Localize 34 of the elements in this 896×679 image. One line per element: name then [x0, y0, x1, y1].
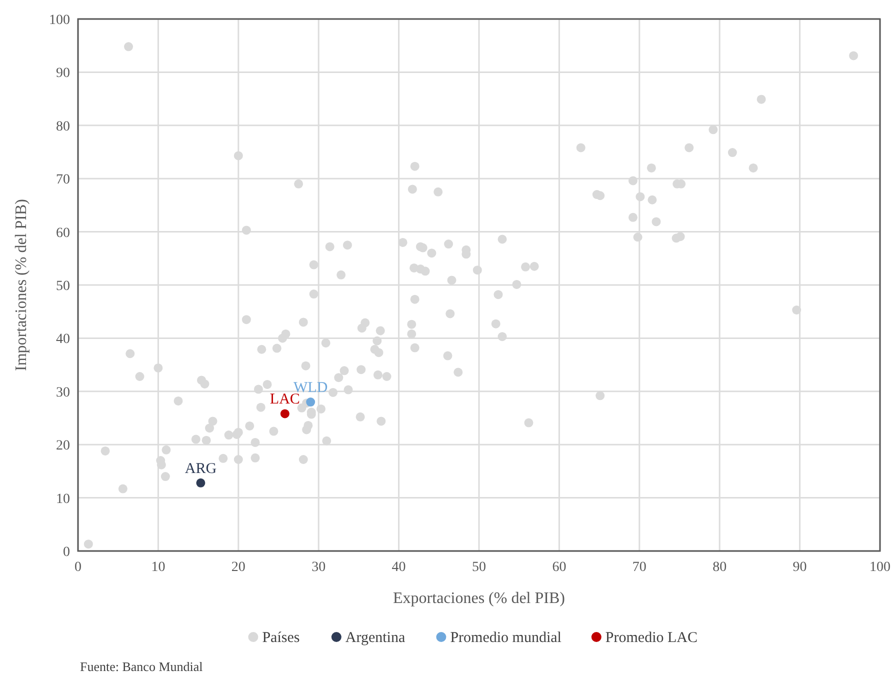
y-tick-label: 50 [56, 279, 70, 294]
y-tick-label: 100 [49, 13, 70, 28]
y-tick-label: 60 [56, 226, 70, 241]
x-tick-label: 70 [632, 560, 646, 575]
point [306, 398, 316, 407]
source-note: Fuente: Banco Mundial [80, 659, 204, 674]
legend-label: Argentina [345, 630, 406, 646]
x-tick-label: 100 [870, 560, 890, 575]
y-tick-label: 30 [56, 385, 70, 400]
y-tick-label: 20 [56, 438, 70, 454]
y-axis-title: Importaciones (% del PIB) [13, 199, 30, 371]
x-tick-label: 40 [392, 560, 406, 575]
y-tick-label: 80 [56, 119, 70, 134]
y-tick-label: 10 [56, 492, 70, 507]
y-tick-label: 90 [56, 66, 70, 82]
legend-label: Países [262, 630, 300, 646]
x-tick-label: 50 [472, 560, 486, 575]
legend-label: Promedio mundial [450, 630, 562, 646]
y-tick-label: 0 [63, 545, 70, 560]
x-tick-label: 60 [552, 560, 566, 575]
x-tick-label: 10 [151, 560, 166, 575]
x-tick-label: 90 [792, 560, 807, 575]
annotation: ARG [184, 460, 217, 477]
y-tick-label: 70 [56, 172, 70, 188]
annotation: LAC [270, 392, 300, 408]
x-tick-label: 20 [231, 560, 246, 575]
y-tick-label: 40 [56, 332, 70, 348]
x-tick-label: 30 [312, 560, 326, 575]
legend-label: Promedio LAC [605, 630, 698, 646]
x-axis-title: Exportaciones (% del PIB) [393, 590, 565, 607]
point [280, 409, 290, 418]
point [196, 478, 206, 488]
x-tick-label: 0 [74, 560, 82, 575]
x-tick-label: 80 [712, 560, 727, 575]
